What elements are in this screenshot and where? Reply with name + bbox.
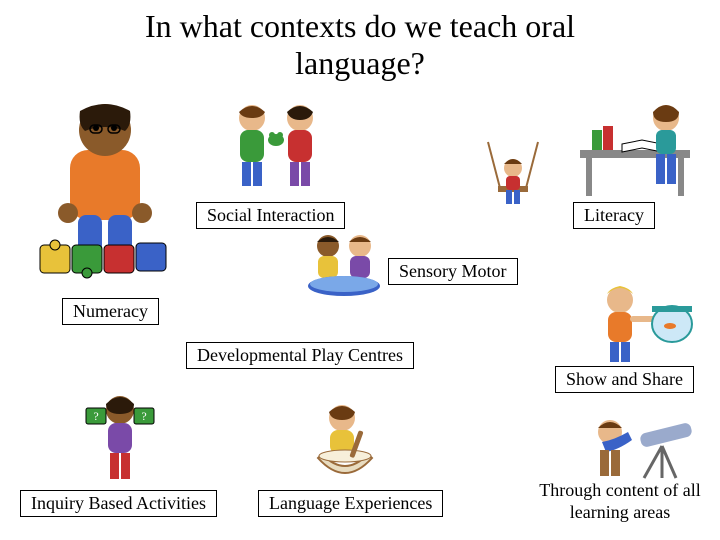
clipart-fishbowl xyxy=(590,280,700,365)
title-line-1: In what contexts do we teach oral xyxy=(145,8,575,44)
slide-title: In what contexts do we teach oral langua… xyxy=(0,0,720,82)
clipart-inquiry-girl: ? ? xyxy=(80,390,160,485)
label-numeracy-text: Numeracy xyxy=(73,301,148,321)
clipart-desk-reading xyxy=(570,90,700,200)
label-sensory-motor: Sensory Motor xyxy=(388,258,518,285)
clipart-swing xyxy=(478,140,548,210)
label-literacy-text: Literacy xyxy=(584,205,644,225)
label-literacy: Literacy xyxy=(573,202,655,229)
label-social-interaction-text: Social Interaction xyxy=(207,205,334,225)
label-developmental-play: Developmental Play Centres xyxy=(186,342,414,369)
svg-text:?: ? xyxy=(141,409,146,423)
label-social-interaction: Social Interaction xyxy=(196,202,345,229)
label-show-and-share-text: Show and Share xyxy=(566,369,683,389)
clipart-two-kids xyxy=(222,100,332,195)
title-line-2: language? xyxy=(295,45,425,81)
clipart-water-play xyxy=(300,230,390,300)
label-show-and-share: Show and Share xyxy=(555,366,694,393)
svg-text:?: ? xyxy=(93,409,98,423)
clipart-telescope xyxy=(580,410,700,480)
clipart-puzzle-boy xyxy=(30,95,180,285)
label-inquiry-based: Inquiry Based Activities xyxy=(20,490,217,517)
label-language-experiences-text: Language Experiences xyxy=(269,493,432,513)
label-through-content: Through content of all learning areas xyxy=(530,480,710,523)
label-language-experiences: Language Experiences xyxy=(258,490,443,517)
label-numeracy: Numeracy xyxy=(62,298,159,325)
clipart-mixing xyxy=(300,400,390,485)
label-developmental-play-text: Developmental Play Centres xyxy=(197,345,403,365)
label-sensory-motor-text: Sensory Motor xyxy=(399,261,507,281)
label-through-content-l1: Through content of all xyxy=(539,480,700,500)
label-inquiry-based-text: Inquiry Based Activities xyxy=(31,493,206,513)
label-through-content-l2: learning areas xyxy=(570,502,670,522)
